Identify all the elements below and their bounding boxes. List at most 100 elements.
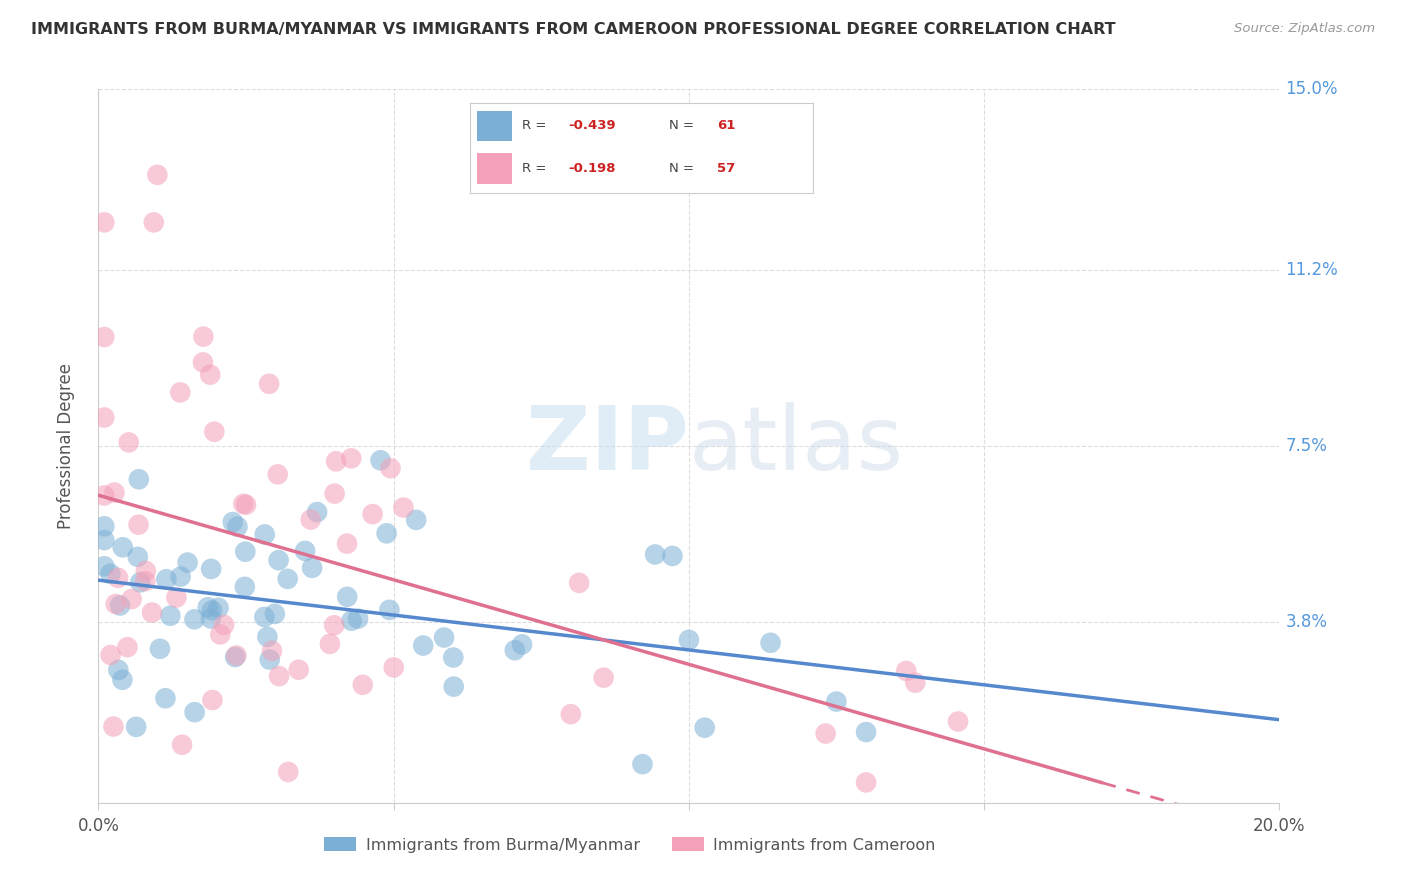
Point [118, 435, 141, 450]
Point [257, 376, 280, 391]
Point [209, 627, 232, 641]
Text: 7.5%: 7.5% [1285, 437, 1327, 455]
Point [201, 603, 224, 617]
Point [825, 694, 848, 708]
Point [814, 726, 837, 740]
Point [125, 720, 148, 734]
Point [301, 561, 323, 575]
Point [267, 553, 290, 567]
Point [155, 691, 177, 706]
Point [235, 498, 257, 512]
Point [226, 519, 249, 533]
Point [207, 600, 229, 615]
Point [117, 640, 139, 655]
Point [93, 488, 115, 502]
Point [202, 425, 225, 439]
Point [644, 548, 666, 562]
Point [103, 485, 125, 500]
Point [100, 566, 122, 581]
Point [176, 556, 198, 570]
Point [197, 600, 219, 615]
Point [661, 549, 683, 563]
Point [277, 572, 299, 586]
Point [135, 564, 157, 578]
Text: 15.0%: 15.0% [1285, 80, 1339, 98]
Point [340, 614, 363, 628]
Point [142, 215, 165, 229]
Point [191, 355, 214, 369]
Point [904, 675, 927, 690]
Point [212, 618, 235, 632]
Point [233, 580, 256, 594]
Point [323, 618, 346, 632]
Point [340, 451, 363, 466]
Point [503, 643, 526, 657]
Point [443, 680, 465, 694]
Point [93, 533, 115, 547]
Text: Source: ZipAtlas.com: Source: ZipAtlas.com [1234, 22, 1375, 36]
Point [93, 330, 115, 344]
Point [256, 630, 278, 644]
Point [121, 592, 143, 607]
Point [631, 757, 654, 772]
Point [380, 461, 402, 475]
Point [299, 513, 322, 527]
Point [375, 526, 398, 541]
Point [93, 215, 115, 229]
Text: IMMIGRANTS FROM BURMA/MYANMAR VS IMMIGRANTS FROM CAMEROON PROFESSIONAL DEGREE CO: IMMIGRANTS FROM BURMA/MYANMAR VS IMMIGRA… [31, 22, 1115, 37]
Text: 3.8%: 3.8% [1285, 613, 1327, 631]
Point [149, 641, 172, 656]
Point [200, 562, 222, 576]
Point [253, 610, 276, 624]
Point [222, 515, 245, 529]
Point [128, 517, 150, 532]
Point [127, 549, 149, 564]
Point [134, 574, 156, 588]
Point [169, 569, 191, 583]
Point [128, 472, 150, 486]
Point [224, 650, 246, 665]
Point [560, 707, 582, 722]
Text: atlas: atlas [689, 402, 904, 490]
Point [510, 637, 533, 651]
Point [225, 648, 247, 663]
Point [93, 410, 115, 425]
Point [592, 671, 614, 685]
Point [233, 545, 256, 559]
Point [336, 536, 359, 550]
Point [253, 527, 276, 541]
Point [267, 467, 290, 482]
Point [107, 663, 129, 677]
Point [108, 599, 131, 613]
Point [678, 632, 700, 647]
Point [201, 693, 224, 707]
Point [361, 507, 384, 521]
Point [307, 505, 329, 519]
Point [111, 673, 134, 687]
Point [193, 329, 215, 343]
Point [159, 608, 181, 623]
Point [155, 572, 177, 586]
Point [259, 652, 281, 666]
Point [693, 721, 716, 735]
Point [183, 705, 205, 719]
Point [100, 648, 122, 662]
Point [412, 639, 434, 653]
Point [336, 590, 359, 604]
Text: ZIP: ZIP [526, 402, 689, 490]
Point [170, 738, 193, 752]
Point [347, 611, 370, 625]
Point [352, 678, 374, 692]
Point [294, 544, 316, 558]
Point [392, 500, 415, 515]
Point [263, 607, 285, 621]
Point [200, 611, 222, 625]
Point [93, 519, 115, 533]
Point [141, 606, 163, 620]
Y-axis label: Professional Degree: Professional Degree [56, 363, 75, 529]
Point [855, 725, 877, 739]
Point [104, 597, 127, 611]
Point [267, 669, 290, 683]
Text: 11.2%: 11.2% [1285, 261, 1339, 279]
Point [200, 368, 222, 382]
